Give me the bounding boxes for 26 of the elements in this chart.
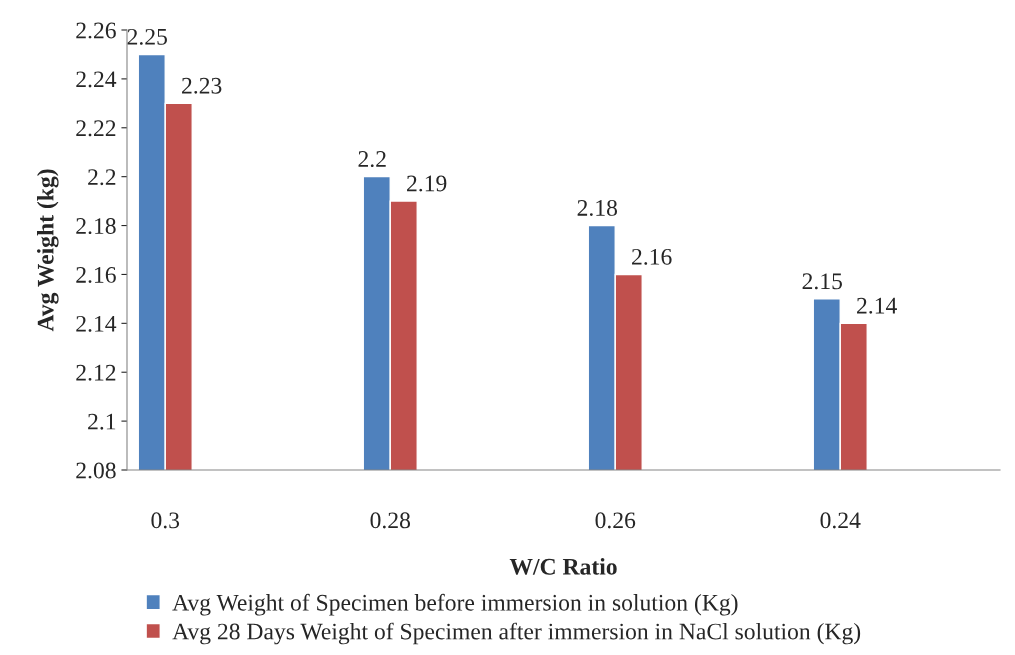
x-axis-title: W/C Ratio	[509, 558, 617, 575]
y-tick-label: 2.12	[76, 364, 116, 381]
data-label: 2.18	[577, 199, 618, 216]
y-tick-label: 2.14	[76, 315, 117, 332]
y-tick-label: 2.18	[76, 218, 116, 235]
y-tick-label: 2.08	[76, 462, 116, 479]
x-tick-label: 0.3	[151, 512, 180, 529]
data-label: 2.25	[127, 28, 167, 45]
y-tick-label: 2.26	[76, 22, 116, 39]
y-tick-label: 2.22	[76, 120, 116, 137]
y-tick-label: 2.24	[76, 71, 117, 88]
y-axis-title: Avg Weight (kg)	[37, 169, 59, 332]
data-label: 2.2	[358, 151, 386, 168]
x-tick-label: 0.26	[595, 512, 636, 529]
y-tick-label: 2.2	[88, 169, 116, 186]
x-tick-label: 0.28	[370, 512, 411, 529]
legend-label: Avg 28 Days Weight of Specimen after immersion in NaCl solution (Kg)	[172, 622, 861, 645]
data-label: 2.23	[182, 77, 222, 94]
y-tick-label: 2.16	[76, 267, 116, 283]
data-label: 2.15	[802, 273, 842, 290]
data-label: 2.19	[407, 175, 447, 192]
data-label: 2.16	[632, 248, 672, 265]
data-label: 2.14	[857, 297, 897, 314]
legend-label: Avg Weight of Specimen before immersion in solution (Kg)	[172, 593, 738, 616]
y-tick-label: 2.1	[88, 413, 116, 430]
x-tick-label: 0.24	[820, 512, 861, 529]
